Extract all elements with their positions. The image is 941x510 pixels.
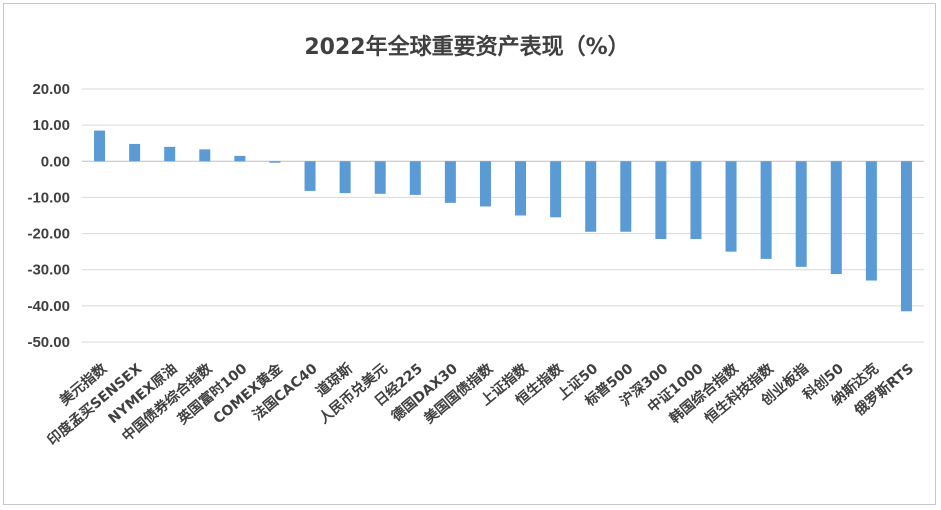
y-axis-ticks: 20.00 10.00 0.00 -10.00 -20.00 -30.00 -40.00 -5…	[27, 81, 70, 351]
bar	[795, 161, 807, 267]
bar	[830, 161, 842, 275]
bar	[760, 161, 772, 259]
y-tick-label: -30.00	[27, 262, 70, 279]
bar	[725, 161, 737, 252]
chart-title: 2022年全球重要资产表现（%）	[304, 34, 629, 60]
bar	[234, 155, 246, 162]
y-tick-label: 10.00	[32, 117, 70, 134]
y-tick-label: -40.00	[27, 298, 70, 315]
y-tick-label: -10.00	[27, 189, 70, 206]
y-tick-label: -50.00	[27, 334, 70, 351]
gridlines	[82, 88, 924, 343]
bar	[479, 161, 491, 207]
bar-chart: 2022年全球重要资产表现（%） 20.00 10.00 0.00 -10.00 -20…	[27, 34, 924, 449]
bar	[339, 161, 351, 194]
bar	[269, 161, 281, 163]
bar	[900, 161, 912, 312]
bar	[585, 161, 597, 232]
bar	[164, 146, 176, 162]
bar	[444, 161, 456, 203]
x-axis-labels: 美元指数印度孟买SENSEXNYMEX原油中国债券综合指数英国富时100COME…	[44, 359, 917, 448]
bar	[409, 161, 421, 195]
bar	[515, 161, 527, 216]
bars	[94, 130, 912, 312]
bar	[655, 161, 667, 239]
bar	[199, 149, 211, 162]
bar	[620, 161, 632, 232]
bar	[690, 161, 702, 239]
bar	[865, 161, 877, 281]
y-tick-label: -20.00	[27, 226, 70, 243]
bar	[550, 161, 562, 218]
bar	[94, 130, 106, 162]
bar	[374, 161, 386, 194]
bar	[129, 143, 141, 162]
y-tick-label: 0.00	[41, 153, 70, 170]
chart-frame: 2022年全球重要资产表现（%） 20.00 10.00 0.00 -10.00 -20…	[3, 3, 936, 505]
bar	[304, 161, 316, 191]
y-tick-label: 20.00	[32, 81, 70, 98]
